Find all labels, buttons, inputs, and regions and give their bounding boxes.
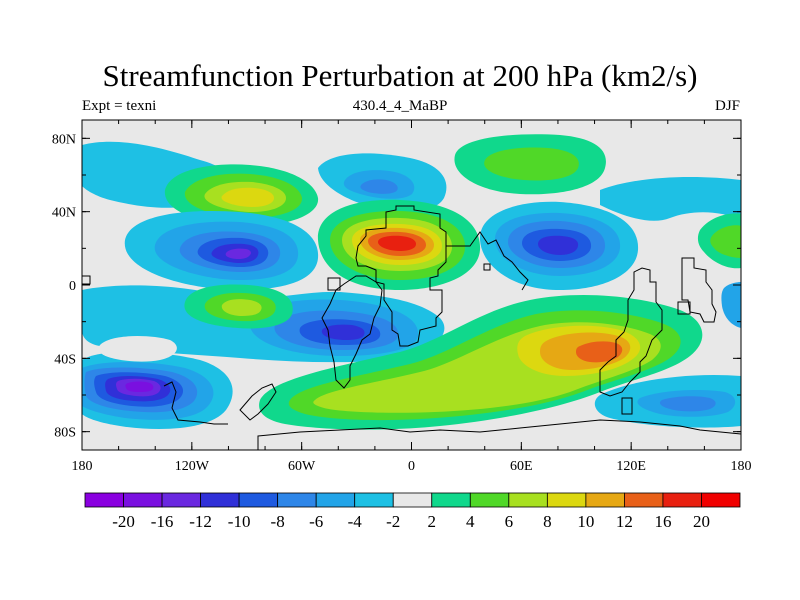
colorbar-label: 12 bbox=[616, 512, 633, 531]
colorbar-label: -12 bbox=[189, 512, 212, 531]
contour-region bbox=[221, 187, 274, 207]
colorbar-swatch bbox=[662, 492, 702, 508]
contour-region bbox=[125, 381, 154, 392]
colorbar-swatch bbox=[585, 492, 625, 508]
contour-region bbox=[378, 235, 416, 251]
experiment-label: Expt = texni bbox=[82, 98, 157, 114]
y-tick-label: 80S bbox=[54, 426, 76, 441]
y-tick-label: 80N bbox=[52, 132, 76, 147]
colorbar-swatch bbox=[277, 492, 317, 508]
continent-outlines bbox=[82, 205, 741, 450]
colorbar: -20 -16 -12 -10 -8 -6 -4 -2 2 4 6 8 10 12 16 20 bbox=[84, 492, 741, 531]
colorbar-label: 2 bbox=[428, 512, 437, 531]
colorbar-label: -20 bbox=[112, 512, 135, 531]
colorbar-swatch bbox=[431, 492, 471, 508]
contour-region bbox=[484, 147, 579, 181]
colorbar-label: 16 bbox=[654, 512, 671, 531]
contour-region bbox=[538, 235, 579, 255]
colorbar-swatch bbox=[392, 492, 433, 508]
colorbar-label: 8 bbox=[543, 512, 552, 531]
colorbar-label: 10 bbox=[577, 512, 594, 531]
contour-region bbox=[576, 341, 623, 363]
colorbar-swatch bbox=[508, 492, 548, 508]
colorbar-swatch bbox=[624, 492, 664, 508]
colorbar-label: 6 bbox=[505, 512, 514, 531]
contour-region bbox=[600, 177, 741, 221]
colorbar-label: -8 bbox=[271, 512, 285, 531]
colorbar-label: -10 bbox=[228, 512, 251, 531]
colorbar-label: -16 bbox=[151, 512, 174, 531]
colorbar-swatch bbox=[238, 492, 279, 508]
contour-region bbox=[225, 248, 251, 259]
colorbar-swatch bbox=[354, 492, 394, 508]
contour-region bbox=[321, 324, 365, 340]
contour-region bbox=[221, 299, 262, 316]
colorbar-swatch bbox=[315, 492, 356, 508]
x-tick-label: 60W bbox=[288, 459, 316, 474]
x-tick-label: 0 bbox=[408, 459, 415, 474]
colorbar-label: -4 bbox=[348, 512, 363, 531]
colorbar-label: -2 bbox=[386, 512, 400, 531]
chart-title: Streamfunction Perturbation at 200 hPa (… bbox=[102, 58, 698, 93]
colorbar-label: -6 bbox=[309, 512, 323, 531]
x-tick-label: 180 bbox=[731, 459, 752, 474]
season-label: DJF bbox=[714, 98, 740, 114]
colorbar-label: 4 bbox=[466, 512, 475, 531]
y-tick-label: 0 bbox=[69, 279, 76, 294]
contour-region bbox=[360, 179, 398, 194]
colorbar-swatch bbox=[701, 492, 741, 508]
contour-region bbox=[659, 396, 716, 412]
colorbar-swatch bbox=[469, 492, 510, 508]
colorbar-label: 20 bbox=[693, 512, 710, 531]
colorbar-swatch bbox=[200, 492, 240, 508]
x-tick-label: 120W bbox=[175, 459, 210, 474]
y-axis: 80N 40N 0 40S 80S bbox=[52, 132, 741, 441]
y-tick-label: 40S bbox=[54, 352, 76, 367]
x-tick-label: 120E bbox=[616, 459, 646, 474]
contour-region bbox=[98, 335, 177, 362]
contour-region bbox=[721, 282, 741, 328]
colorbar-swatch bbox=[546, 492, 587, 508]
run-id-label: 430.4_4_MaBP bbox=[352, 98, 448, 114]
colorbar-swatch bbox=[161, 492, 201, 508]
streamfunction-field bbox=[82, 120, 741, 450]
x-tick-label: 60E bbox=[510, 459, 533, 474]
colorbar-swatch bbox=[84, 492, 124, 508]
x-tick-label: 180 bbox=[72, 459, 93, 474]
y-tick-label: 40N bbox=[52, 206, 76, 221]
colorbar-swatch bbox=[123, 492, 163, 508]
contour-region bbox=[710, 225, 741, 258]
x-axis: 180 120W 60W 0 60E 120E 180 bbox=[72, 120, 752, 474]
